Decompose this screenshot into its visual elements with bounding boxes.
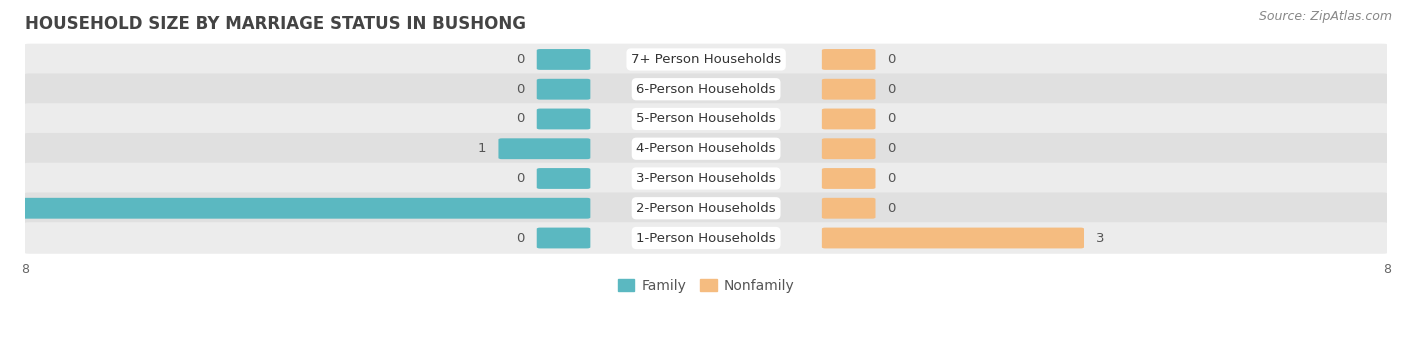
Text: 0: 0 [887,172,896,185]
Text: 4-Person Households: 4-Person Households [637,142,776,155]
FancyBboxPatch shape [823,168,876,189]
FancyBboxPatch shape [22,222,1389,254]
FancyBboxPatch shape [22,133,1389,165]
FancyBboxPatch shape [823,198,876,219]
FancyBboxPatch shape [499,138,591,159]
Text: 0: 0 [516,172,524,185]
FancyBboxPatch shape [537,108,591,130]
Text: 0: 0 [887,202,896,215]
Text: HOUSEHOLD SIZE BY MARRIAGE STATUS IN BUSHONG: HOUSEHOLD SIZE BY MARRIAGE STATUS IN BUS… [25,15,526,33]
Text: 0: 0 [516,113,524,125]
Text: 3: 3 [1095,232,1105,244]
FancyBboxPatch shape [22,163,1389,194]
FancyBboxPatch shape [22,44,1389,75]
FancyBboxPatch shape [823,227,1084,249]
FancyBboxPatch shape [22,103,1389,135]
Text: 7+ Person Households: 7+ Person Households [631,53,782,66]
Text: Source: ZipAtlas.com: Source: ZipAtlas.com [1258,10,1392,23]
FancyBboxPatch shape [823,138,876,159]
FancyBboxPatch shape [537,79,591,100]
Text: 6-Person Households: 6-Person Households [637,83,776,96]
Text: 1: 1 [478,142,486,155]
FancyBboxPatch shape [823,108,876,130]
FancyBboxPatch shape [22,73,1389,105]
Text: 0: 0 [887,53,896,66]
Text: 1-Person Households: 1-Person Households [637,232,776,244]
Text: 0: 0 [887,113,896,125]
Legend: Family, Nonfamily: Family, Nonfamily [612,273,800,298]
Text: 0: 0 [516,232,524,244]
FancyBboxPatch shape [537,49,591,70]
FancyBboxPatch shape [537,227,591,249]
Text: 5-Person Households: 5-Person Households [637,113,776,125]
Text: 0: 0 [887,142,896,155]
Text: 0: 0 [887,83,896,96]
Text: 2-Person Households: 2-Person Households [637,202,776,215]
FancyBboxPatch shape [22,192,1389,224]
FancyBboxPatch shape [0,198,591,219]
Text: 7: 7 [13,201,22,215]
FancyBboxPatch shape [823,79,876,100]
Text: 0: 0 [516,53,524,66]
FancyBboxPatch shape [823,49,876,70]
FancyBboxPatch shape [537,168,591,189]
Text: 0: 0 [516,83,524,96]
Text: 3-Person Households: 3-Person Households [637,172,776,185]
